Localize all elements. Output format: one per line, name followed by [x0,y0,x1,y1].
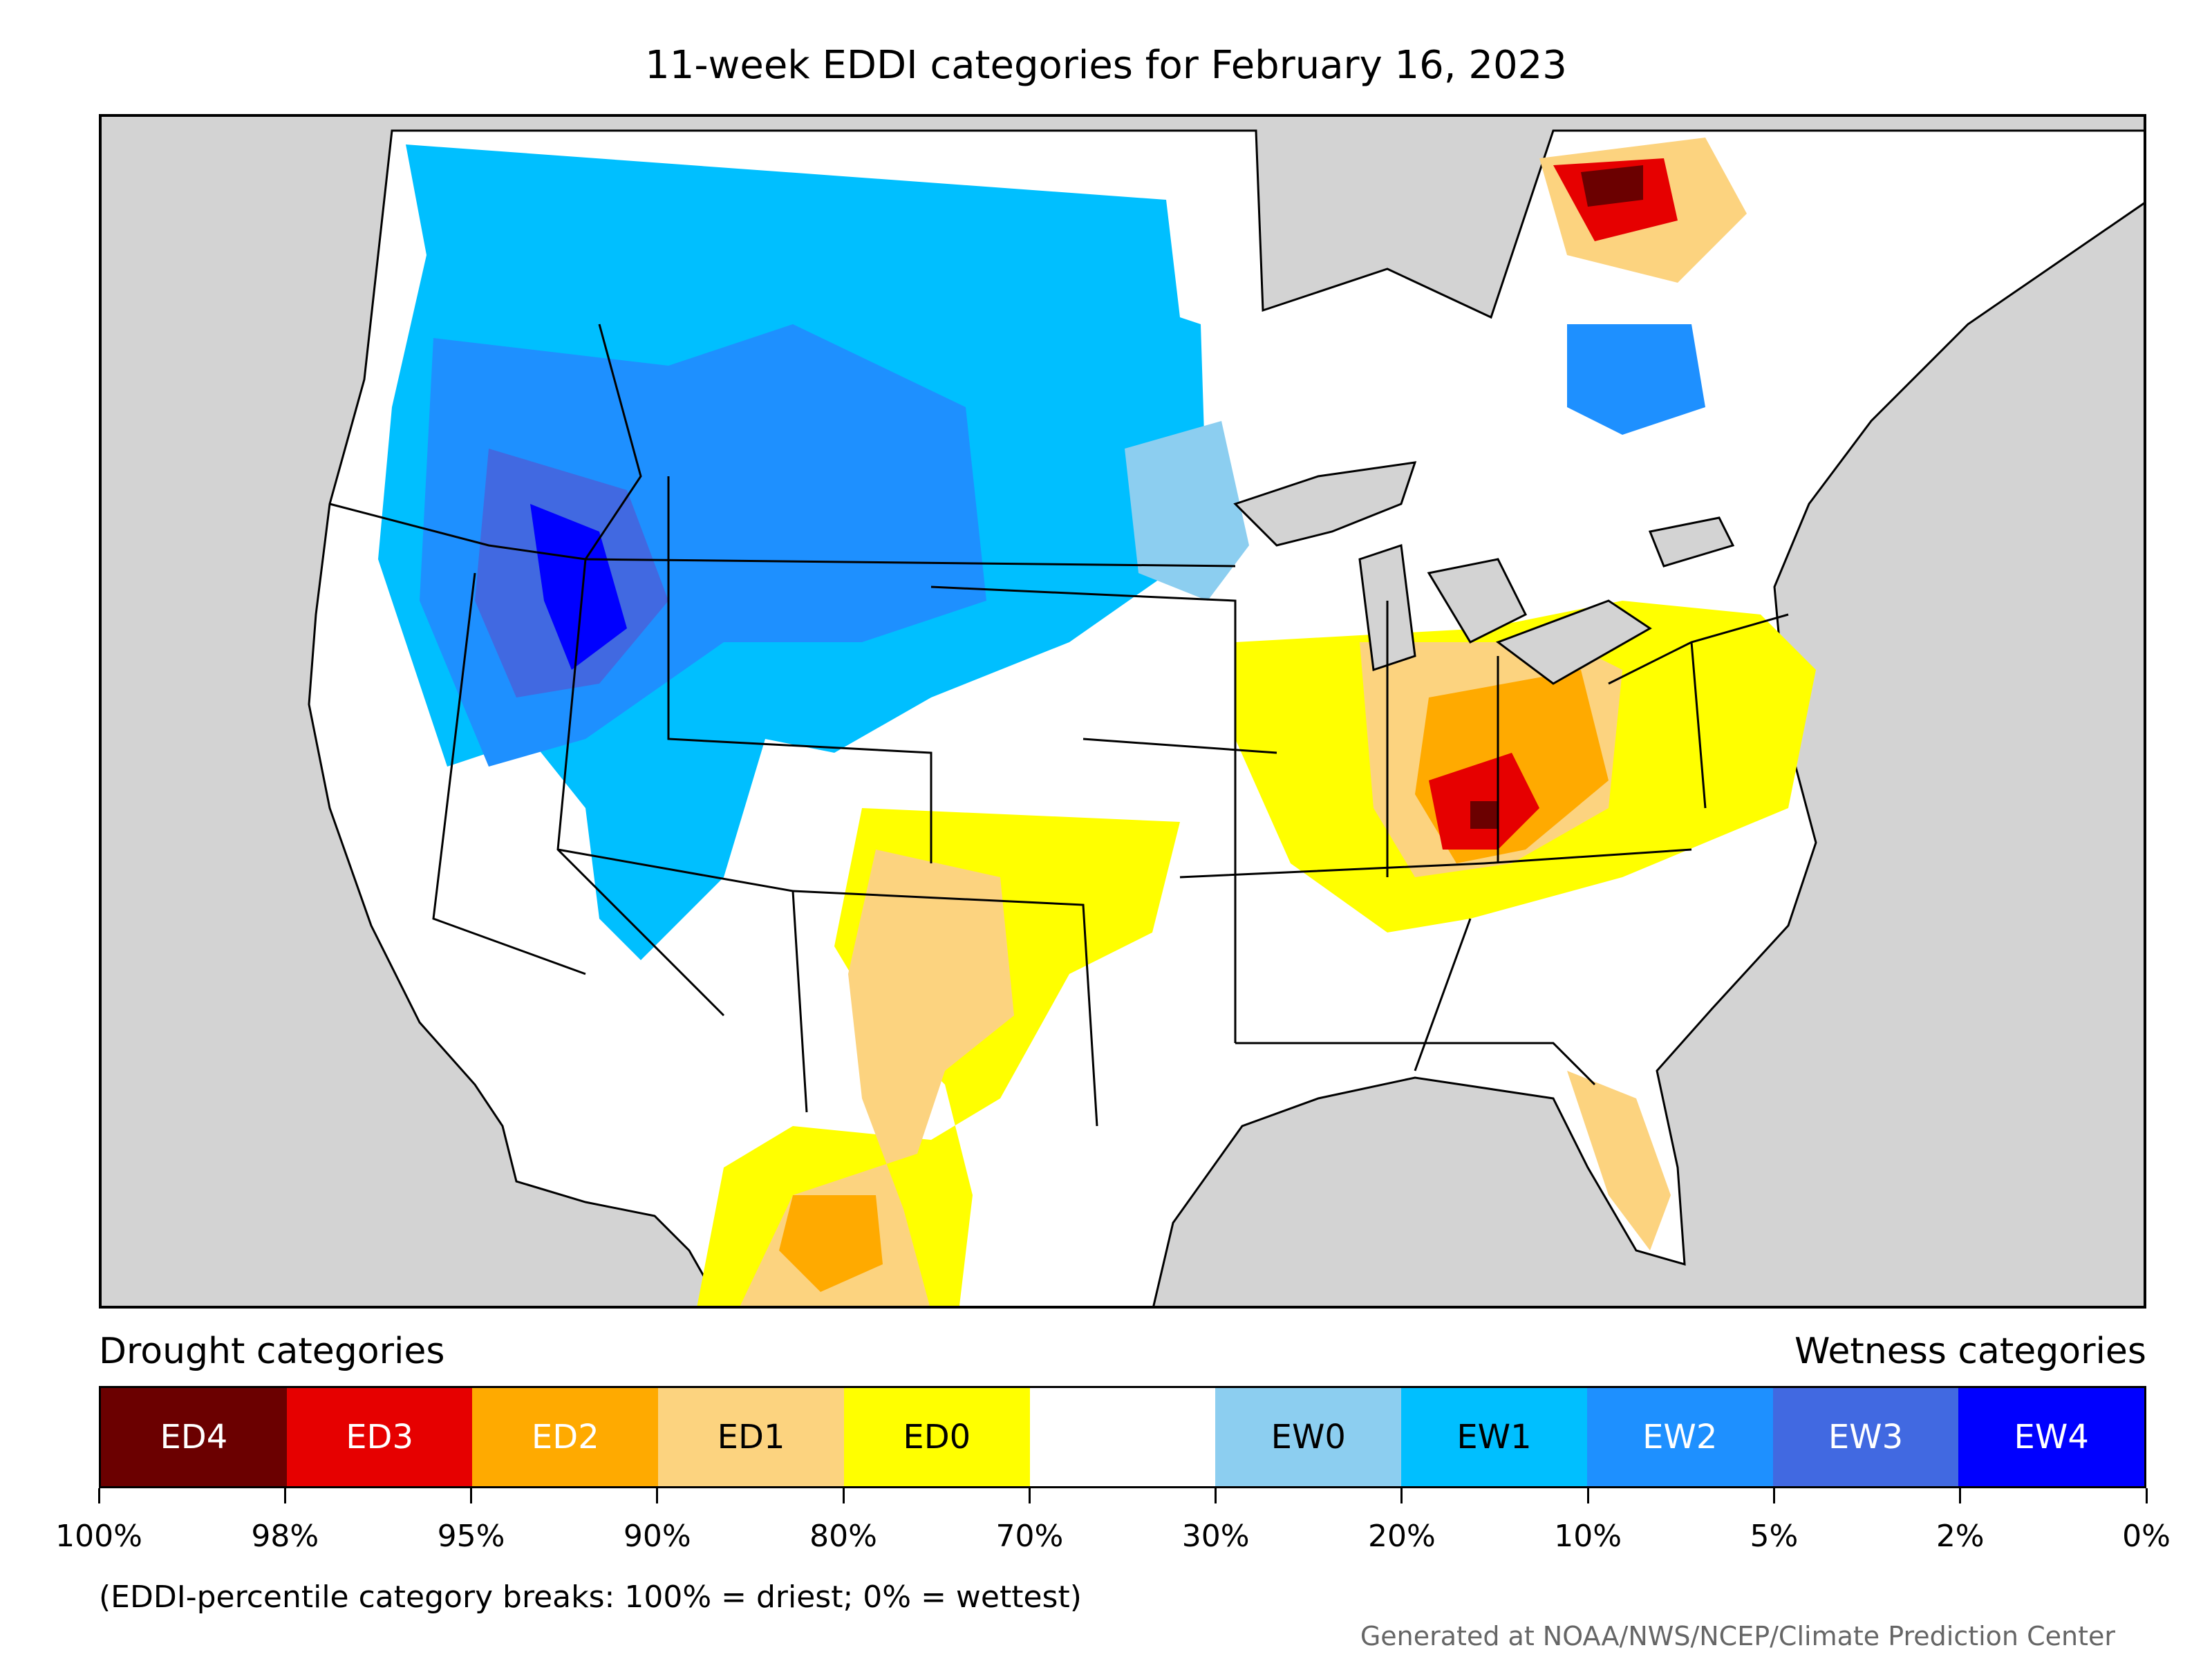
colorbar-tick [1772,1488,1775,1503]
state-borders [329,324,1789,1127]
percentile-break-label: 20% [1368,1519,1436,1554]
ed2-texas-spots [779,1195,883,1292]
colorbar-tick [1586,1488,1589,1503]
colorbar-tick [1959,1488,1962,1503]
eddi-map-graphic [308,129,2144,1306]
category-breaks-note: (EDDI-percentile category breaks: 100% =… [99,1580,1082,1615]
percentile-break-label: 30% [1181,1519,1250,1554]
colorbar-tick [1215,1488,1217,1503]
colorbar-cell-ed1: ED1 [658,1388,844,1486]
colorbar-tick [470,1488,473,1503]
colorbar-tick [97,1488,100,1503]
colorbar-tick [1028,1488,1031,1503]
colorbar-tick [842,1488,845,1503]
colorbar-cell-ed2: ED2 [472,1388,659,1486]
percentile-break-label: 98% [251,1519,319,1554]
colorbar-cell-ew2: EW2 [1586,1388,1773,1486]
drought-categories-label: Drought categories [99,1331,445,1372]
colorbar-tick [1400,1488,1403,1503]
colorbar-cell-ed3: ED3 [286,1388,473,1486]
colorbar-tick [283,1488,286,1503]
colorbar-cell-none [1029,1388,1216,1486]
colorbar-cell-ew1: EW1 [1401,1388,1587,1486]
percentile-break-label: 2% [1936,1519,1985,1554]
colorbar-cell-ew4: EW4 [1958,1388,2145,1486]
percentile-break-label: 5% [1750,1519,1799,1554]
percentile-break-label: 90% [623,1519,691,1554]
colorbar-cell-ed4: ED4 [101,1388,287,1486]
wetness-categories-label: Wetness categories [1794,1331,2146,1372]
ed1-texas-region [740,850,1014,1306]
ew0-plains-region [1125,421,1249,601]
percentile-break-label: 10% [1554,1519,1622,1554]
eddi-colorbar: ED4 ED3 ED2 ED1 ED0 EW0 EW1 EW2 EW3 EW4 [99,1386,2146,1488]
great-lakes [1233,461,1735,685]
ew4-west-region [530,504,627,670]
ed1-florida-region [1567,1071,1671,1250]
colorbar-cell-ew3: EW3 [1772,1388,1959,1486]
percentile-break-label: 80% [809,1519,877,1554]
colorbar-tick [2145,1488,2148,1503]
ed4-quebec-spot [1581,165,1643,207]
colorbar-cell-ew0: EW0 [1215,1388,1402,1486]
percentile-break-label: 70% [995,1519,1064,1554]
percentile-break-label: 95% [437,1519,505,1554]
colorbar-cell-ed0: ED0 [843,1388,1030,1486]
percentile-break-label: 100% [55,1519,142,1554]
percentile-break-label: 0% [2122,1519,2171,1554]
ew2-quebec-region [1567,324,1705,435]
ed4-kentucky-spot [1470,801,1498,829]
map-title: 11-week EDDI categories for February 16,… [645,43,1567,88]
eddi-map [99,114,2146,1309]
credit-line: Generated at NOAA/NWS/NCEP/Climate Predi… [1360,1621,2115,1651]
colorbar-tick [656,1488,659,1503]
